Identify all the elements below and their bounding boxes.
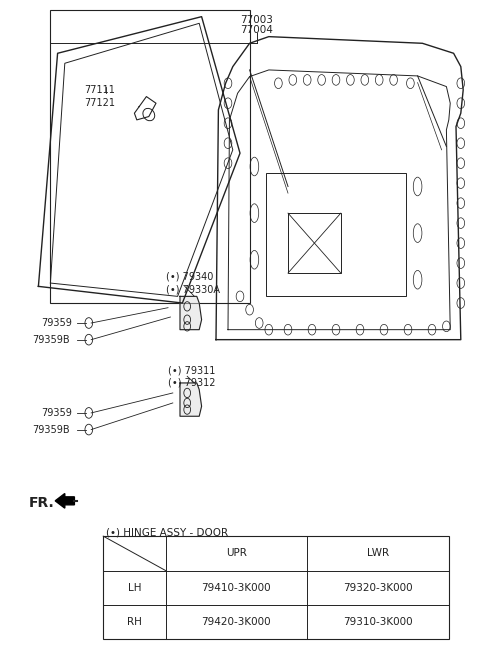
Text: 79410-3K000: 79410-3K000 — [202, 583, 271, 593]
Text: 79359B: 79359B — [33, 424, 70, 435]
Text: 77003: 77003 — [240, 15, 273, 25]
Text: LWR: LWR — [367, 548, 389, 558]
Text: FR.: FR. — [29, 496, 55, 510]
Bar — [288, 213, 341, 273]
Text: 79310-3K000: 79310-3K000 — [343, 617, 413, 627]
Text: 79420-3K000: 79420-3K000 — [202, 617, 271, 627]
Text: 79359: 79359 — [41, 318, 72, 328]
Text: 79359: 79359 — [41, 408, 72, 418]
Text: (•) 79340
(•) 79330A: (•) 79340 (•) 79330A — [166, 272, 219, 294]
Text: UPR: UPR — [226, 548, 247, 558]
Polygon shape — [180, 296, 202, 330]
Bar — [103, 536, 449, 639]
FancyArrow shape — [55, 494, 74, 508]
Text: (•) HINGE ASSY - DOOR: (•) HINGE ASSY - DOOR — [106, 527, 228, 538]
Text: 79320-3K000: 79320-3K000 — [343, 583, 413, 593]
Text: 77111
77121: 77111 77121 — [84, 85, 115, 108]
Text: LH: LH — [128, 583, 141, 593]
Polygon shape — [180, 383, 202, 416]
Text: (•) 79311
(•) 79312: (•) 79311 (•) 79312 — [168, 365, 216, 388]
Text: RH: RH — [127, 617, 142, 627]
Text: 79359B: 79359B — [33, 334, 70, 345]
Bar — [266, 173, 406, 296]
Text: 77004: 77004 — [240, 25, 273, 35]
